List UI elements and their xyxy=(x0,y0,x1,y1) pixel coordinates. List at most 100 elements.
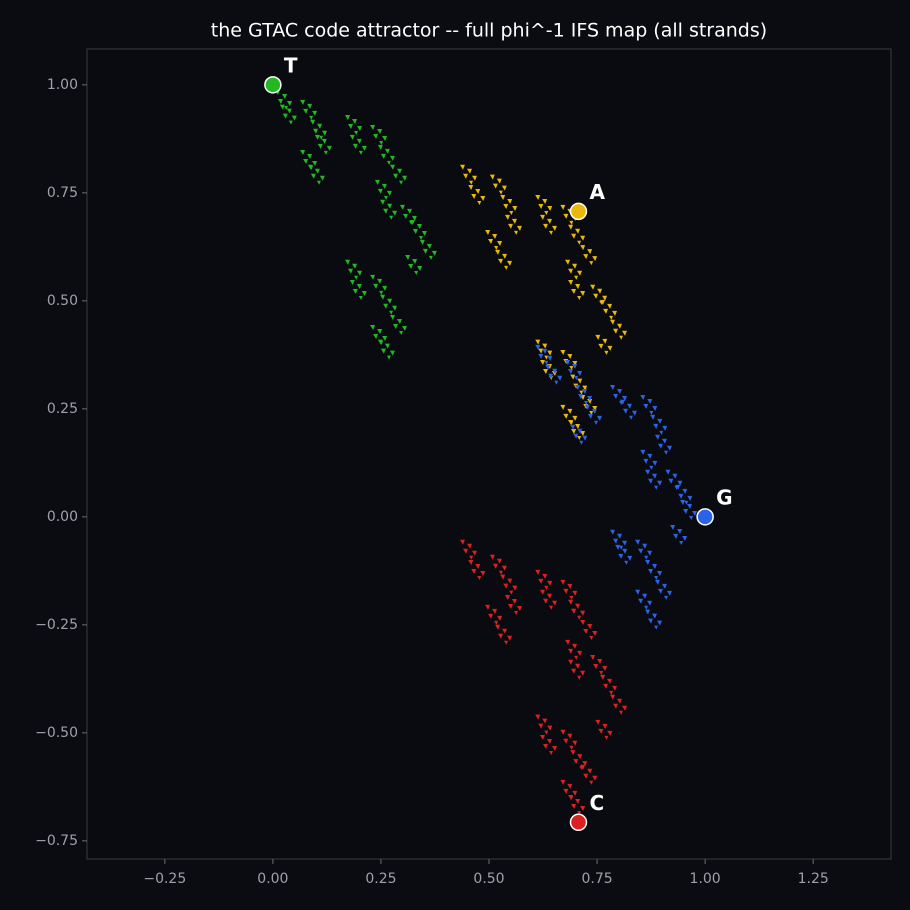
vertex-point xyxy=(264,76,282,94)
attractor-cluster xyxy=(504,594,522,615)
attractor-cluster xyxy=(377,144,395,165)
attractor-cluster xyxy=(600,299,618,320)
attractor-cluster xyxy=(500,194,518,215)
attractor-cluster xyxy=(680,499,697,520)
attractor-cluster xyxy=(560,579,578,600)
attractor-cluster xyxy=(370,324,388,345)
attractor-cluster xyxy=(345,259,362,280)
attractor-cluster xyxy=(654,434,672,455)
attractor-cluster xyxy=(619,399,637,420)
attractor-cluster xyxy=(485,604,503,625)
attractor-cluster xyxy=(459,539,477,560)
vertex-point xyxy=(696,508,714,526)
y-tick-label: 1.00 xyxy=(47,77,78,93)
attractor-cluster xyxy=(644,609,662,630)
attractor-cluster xyxy=(644,559,662,580)
attractor-cluster xyxy=(560,204,578,225)
attractor-cluster xyxy=(665,469,683,490)
attractor-cluster xyxy=(675,484,693,505)
attractor-cluster xyxy=(640,449,658,470)
attractor-cluster xyxy=(580,394,598,415)
attractor-cluster xyxy=(635,589,653,610)
attractor-cluster xyxy=(560,404,578,425)
attractor-cluster xyxy=(349,280,367,301)
attractor-cluster xyxy=(409,220,427,241)
attractor-cluster xyxy=(570,374,588,395)
attractor-cluster xyxy=(535,569,553,590)
attractor-cluster xyxy=(580,620,598,641)
attractor-cluster xyxy=(494,624,512,645)
attractor-cluster xyxy=(539,214,557,235)
attractor-cluster xyxy=(370,274,388,295)
x-tick-label: 1.00 xyxy=(690,871,721,887)
attractor-cluster xyxy=(560,350,578,371)
vertex-point xyxy=(569,813,588,832)
attractor-cluster xyxy=(405,255,423,275)
attractor-cluster xyxy=(545,364,563,385)
attractor-cluster xyxy=(307,164,325,185)
attractor-cluster xyxy=(568,659,586,680)
x-tick-label: −0.25 xyxy=(143,871,186,887)
attractor-cluster xyxy=(568,420,586,441)
attractor-cluster xyxy=(609,529,627,550)
vertex-label: T xyxy=(284,53,298,77)
attractor-cluster xyxy=(539,734,557,755)
attractor-cluster xyxy=(535,194,553,215)
attractor-cluster xyxy=(565,359,583,380)
attractor-cluster xyxy=(374,179,392,200)
vertex-point xyxy=(569,202,588,221)
attractor-cluster xyxy=(590,655,608,676)
attractor-cluster xyxy=(640,394,658,415)
attractor-cluster xyxy=(539,589,557,610)
y-tick-label: 0.50 xyxy=(47,293,78,309)
attractor-cluster xyxy=(574,385,592,406)
x-tick-label: 1.25 xyxy=(798,871,829,887)
attractor-cluster xyxy=(539,359,557,380)
attractor-cluster xyxy=(300,99,318,120)
attractor-cluster xyxy=(644,469,662,490)
attractor-cluster xyxy=(535,339,553,360)
attractor-cluster xyxy=(345,115,362,136)
y-tick-label: −0.25 xyxy=(35,617,78,633)
attractor-cluster xyxy=(568,224,586,245)
y-tick-label: −0.50 xyxy=(35,725,78,741)
attractor-cluster xyxy=(595,334,613,355)
attractor-cluster xyxy=(595,719,613,740)
attractor-cluster xyxy=(609,694,627,715)
attractor-cluster xyxy=(419,239,437,260)
attractor-cluster xyxy=(504,214,522,235)
y-tick-label: −0.75 xyxy=(35,833,78,849)
y-tick-label: 0.25 xyxy=(47,401,78,417)
attractor-cluster xyxy=(314,134,332,155)
attractor-cluster xyxy=(485,229,503,250)
attractor-cluster xyxy=(635,539,653,560)
y-tick-label: 0.00 xyxy=(47,509,78,525)
attractor-cluster xyxy=(580,764,598,785)
attractor-cluster xyxy=(565,259,583,280)
vertex-label: C xyxy=(589,791,604,815)
vertex-label: G xyxy=(716,485,732,509)
attractor-cluster xyxy=(279,104,297,125)
x-tick-label: 0.50 xyxy=(473,871,504,887)
attractor-cluster xyxy=(380,199,398,220)
attractor-cluster xyxy=(389,164,407,185)
x-tick-label: 0.00 xyxy=(257,871,288,887)
attractor-cluster xyxy=(590,284,608,305)
x-tick-label: 0.25 xyxy=(365,871,396,887)
attractor-cluster xyxy=(615,544,633,565)
attractor-cluster xyxy=(609,385,627,406)
attractor-cluster xyxy=(568,795,586,815)
attractor-cluster xyxy=(300,150,318,171)
plot-area xyxy=(86,48,892,860)
attractor-cluster xyxy=(568,280,586,301)
attractor-cluster xyxy=(560,779,578,800)
attractor-cluster xyxy=(654,579,672,600)
attractor-cluster xyxy=(377,339,395,360)
attractor-cluster xyxy=(670,525,688,545)
attractor-cluster xyxy=(468,559,486,580)
vertex-label: A xyxy=(589,180,605,204)
attractor-cluster xyxy=(568,599,586,620)
attractor-cluster xyxy=(380,294,398,315)
attractor-cluster xyxy=(370,124,388,145)
